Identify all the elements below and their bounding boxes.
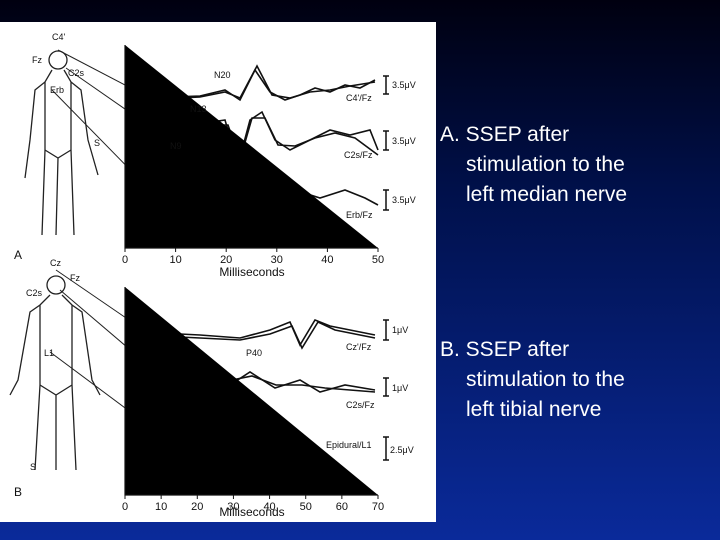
item-line: A. SSEP after xyxy=(440,123,570,146)
x-tick-label: 10 xyxy=(155,501,167,513)
ticks: 0 10 20 30 40 50 0 10 20 30 40 50 60 70 xyxy=(122,248,384,513)
electrode-label: C4' xyxy=(52,32,66,42)
x-tick-label: 30 xyxy=(271,254,283,266)
axes xyxy=(124,45,378,496)
trace-label: C2s/Fz xyxy=(344,150,373,160)
x-tick-label: 20 xyxy=(220,254,232,266)
electrode-label: S xyxy=(94,138,100,148)
x-tick-label: 0 xyxy=(122,501,128,513)
figure: 0 10 20 30 40 50 0 10 20 30 40 50 60 70 C4' Fz C2s Er… xyxy=(0,22,436,522)
scale-label: 3.5μV xyxy=(392,80,416,90)
peak-label: N9 xyxy=(170,141,182,151)
x-tick-label: 10 xyxy=(169,254,181,266)
panel-letter: A xyxy=(14,248,22,262)
item-line: left median nerve xyxy=(466,183,628,206)
trace-label: Erb/Fz xyxy=(346,210,373,220)
x-tick-label: 0 xyxy=(122,254,128,266)
x-tick-label: 50 xyxy=(300,501,312,513)
electrode-label: Fz xyxy=(32,55,42,65)
item-line: stimulation to the xyxy=(466,153,625,176)
scale-label: 3.5μV xyxy=(392,195,416,205)
bullet-item: A. SSEP after stimulation to the left me… xyxy=(440,120,627,210)
labels: C4' Fz C2s Erb S N20 N13 N9 C4'/Fz C2s/F… xyxy=(14,32,416,519)
x-axis-label: Milliseconds xyxy=(219,265,284,279)
trace-label: C2s/Fz xyxy=(346,400,375,410)
peak-label: N13 xyxy=(190,104,207,114)
electrode-label: Erb xyxy=(50,85,64,95)
panel-letter: B xyxy=(14,485,22,499)
x-tick-label: 40 xyxy=(321,254,333,266)
trace-label: C4'/Fz xyxy=(346,93,372,103)
peak-label: N20 xyxy=(214,70,231,80)
item-line: B. SSEP after xyxy=(440,338,570,361)
bullet-item: B. SSEP after stimulation to the left ti… xyxy=(440,335,625,425)
x-tick-label: 60 xyxy=(336,501,348,513)
x-tick-label: 20 xyxy=(191,501,203,513)
trace-label: Cz'/Fz xyxy=(346,342,372,352)
trace-label: Epidural/L1 xyxy=(326,440,372,450)
x-tick-label: 70 xyxy=(372,501,384,513)
x-tick-label: 50 xyxy=(372,254,384,266)
scale-bars xyxy=(383,75,389,461)
electrode-label: Cz xyxy=(50,258,61,268)
electrode-label: Fz xyxy=(70,273,80,283)
peak-label: P40 xyxy=(246,348,262,358)
scale-label: 1μV xyxy=(392,325,408,335)
x-tick-label: 40 xyxy=(263,501,275,513)
scale-label: 2.5μV xyxy=(390,445,414,455)
item-line: stimulation to the xyxy=(466,368,625,391)
x-axis-label: Milliseconds xyxy=(219,505,284,519)
electrode-label: S xyxy=(30,462,36,472)
electrode-label: L1 xyxy=(44,348,54,358)
item-line: left tibial nerve xyxy=(466,398,602,421)
electrode-label: C2s xyxy=(68,68,85,78)
electrode-label: C2s xyxy=(26,288,43,298)
scale-label: 3.5μV xyxy=(392,136,416,146)
scale-label: 1μV xyxy=(392,383,408,393)
x-tick-label: 30 xyxy=(227,501,239,513)
body-figures xyxy=(9,50,101,471)
